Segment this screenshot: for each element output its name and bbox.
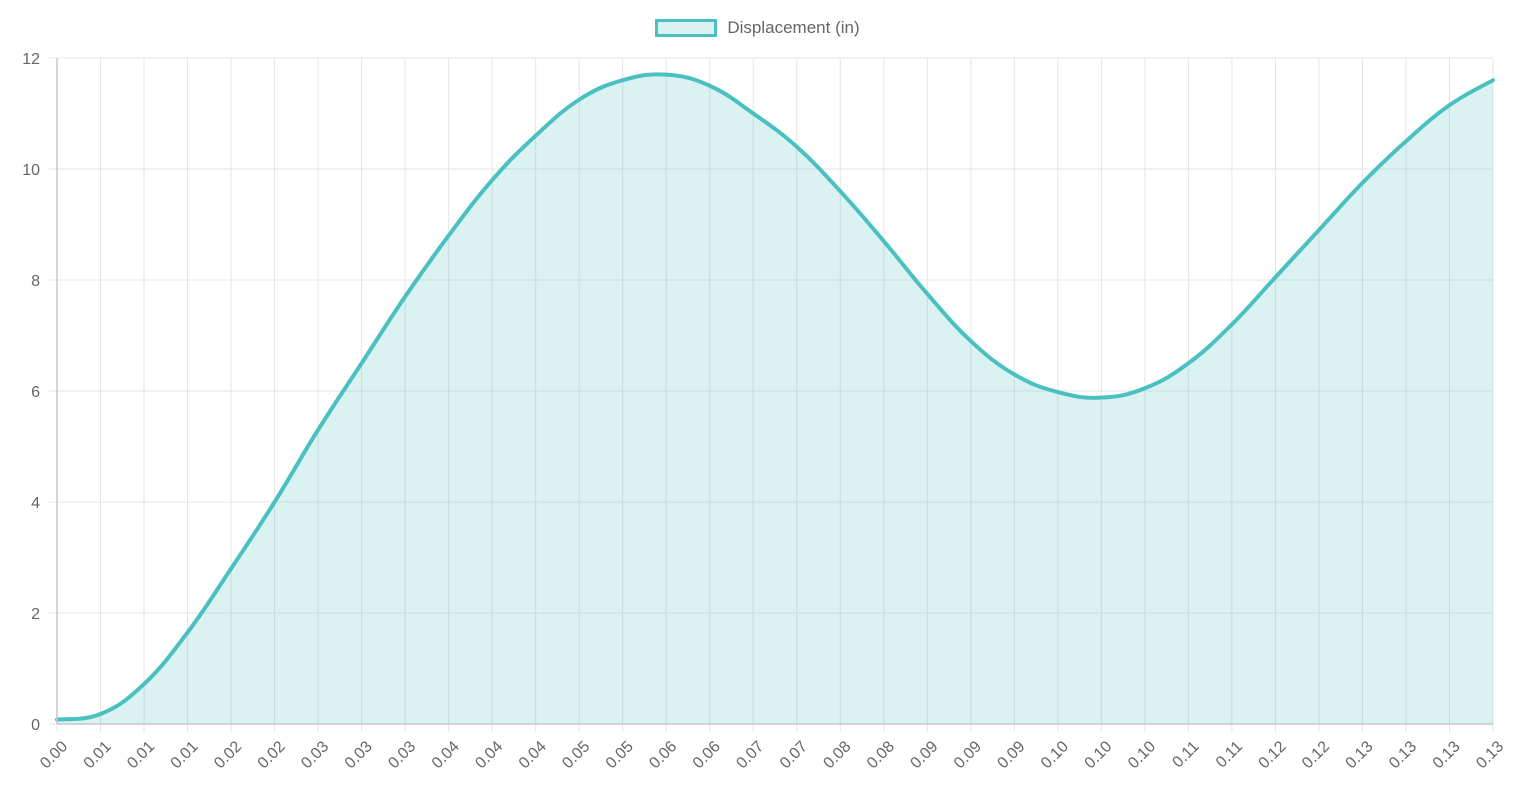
x-tick-label: 0.06: [646, 738, 680, 772]
x-tick-label: 0.08: [820, 738, 854, 772]
x-tick-label: 0.01: [81, 738, 115, 772]
x-tick-label: 0.07: [777, 738, 811, 772]
x-tick-label: 0.13: [1430, 738, 1464, 772]
x-tick-label: 0.13: [1343, 738, 1377, 772]
x-tick-label: 0.03: [298, 738, 332, 772]
data-point: [1185, 360, 1191, 366]
x-tick-label: 0.02: [211, 738, 245, 772]
x-tick-label: 0.05: [559, 738, 593, 772]
y-tick-label: 12: [22, 51, 40, 68]
data-point: [141, 681, 147, 687]
data-point: [837, 188, 843, 194]
data-point: [1142, 385, 1148, 391]
data-point: [1011, 371, 1017, 377]
x-tick-label: 0.09: [994, 738, 1028, 772]
data-point: [1490, 77, 1496, 83]
data-point: [794, 144, 800, 150]
y-tick-label: 4: [31, 495, 40, 512]
data-point: [1359, 180, 1365, 186]
x-tick-label: 0.09: [907, 738, 941, 772]
x-tick-label: 0.13: [1473, 738, 1507, 772]
data-point: [272, 499, 278, 505]
series-line: [55, 72, 1495, 722]
x-tick-label: 0.03: [342, 738, 376, 772]
x-tick-label: 0.12: [1256, 738, 1290, 772]
grid-layer: [49, 57, 1494, 732]
x-tick-label: 0.13: [1386, 738, 1420, 772]
x-tick-label: 0.10: [1125, 738, 1159, 772]
data-point: [228, 566, 234, 572]
x-tick-label: 0.10: [1038, 738, 1072, 772]
x-tick-label: 0.12: [1299, 738, 1333, 772]
data-point: [1229, 321, 1235, 327]
data-point: [663, 72, 669, 78]
data-point: [968, 338, 974, 344]
data-point: [620, 77, 626, 83]
data-point: [750, 111, 756, 117]
x-tick-label: 0.04: [472, 738, 506, 772]
x-tick-label: 0.01: [124, 738, 158, 772]
x-tick-label: 0.11: [1169, 738, 1202, 771]
x-tick-label: 0.03: [385, 738, 419, 772]
data-point: [1272, 274, 1278, 280]
x-tick-label: 0.06: [690, 738, 724, 772]
data-point: [1098, 395, 1104, 401]
data-point: [359, 360, 365, 366]
x-tick-label: 0.07: [733, 738, 767, 772]
data-point: [881, 238, 887, 244]
area-layer: [55, 72, 1496, 725]
data-point: [98, 711, 104, 717]
x-tick-label: 0.04: [429, 738, 463, 772]
data-point: [924, 291, 930, 297]
x-tick-label: 0.11: [1213, 738, 1246, 771]
y-tick-label: 0: [31, 717, 40, 734]
x-tick-label: 0.09: [951, 738, 985, 772]
series-area-fill: [57, 74, 1493, 725]
y-tick-label: 10: [22, 162, 40, 179]
data-point: [1403, 138, 1409, 144]
x-tick-label: 0.05: [603, 738, 637, 772]
x-tick-label: 0.00: [37, 738, 71, 772]
y-tick-label: 2: [31, 606, 40, 623]
legend-swatch[interactable]: [655, 19, 718, 37]
x-tick-label: 0.01: [168, 738, 202, 772]
data-point: [576, 97, 582, 103]
data-point: [489, 177, 495, 183]
data-point: [533, 133, 539, 139]
y-tick-label: 8: [31, 273, 40, 290]
legend-label: Displacement (in): [727, 18, 860, 37]
data-point: [185, 629, 191, 635]
legend[interactable]: Displacement (in): [0, 18, 1515, 38]
data-point: [1446, 102, 1452, 108]
data-point: [315, 427, 321, 433]
axis-layer: [56, 58, 1493, 725]
x-tick-label: 0.08: [864, 738, 898, 772]
x-tick-label: 0.10: [1082, 738, 1116, 772]
data-point: [1055, 389, 1061, 395]
y-tick-label: 6: [31, 384, 40, 401]
data-point: [446, 233, 452, 239]
data-point: [402, 294, 408, 300]
data-point: [1316, 227, 1322, 233]
x-tick-label: 0.02: [255, 738, 289, 772]
x-tick-label: 0.04: [516, 738, 550, 772]
data-point: [707, 83, 713, 89]
